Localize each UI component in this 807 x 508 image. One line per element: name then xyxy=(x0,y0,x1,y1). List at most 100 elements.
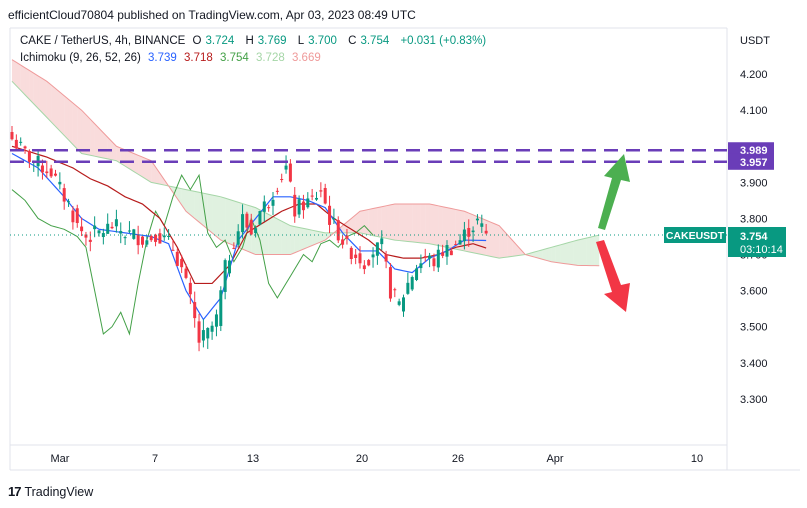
cloud-segment xyxy=(212,194,217,237)
cloud-segment xyxy=(264,212,269,255)
candle-body xyxy=(310,195,314,197)
last-price-label: CAKEUSDT 3.754 03:10:14 xyxy=(664,227,786,257)
candle-body xyxy=(223,260,227,292)
cloud-segment xyxy=(68,99,73,145)
candle-body xyxy=(328,205,332,225)
cloud-segment xyxy=(181,188,186,212)
candle-body xyxy=(288,163,292,182)
candle-body xyxy=(88,239,92,242)
cloud-segment xyxy=(81,110,86,155)
chikou-line xyxy=(11,173,374,336)
tenkan-value: 3.739 xyxy=(148,52,177,64)
symbol-legend[interactable]: CAKE / TetherUS, 4h, BINANCE O 3.724 H 3.7… xyxy=(20,35,490,47)
indicator-lines xyxy=(11,145,487,336)
cloud-segment xyxy=(207,194,213,233)
cloud-segment xyxy=(399,204,404,242)
cloud-segment xyxy=(438,205,443,247)
candle-body xyxy=(484,230,488,234)
cloud-segment xyxy=(560,243,565,264)
high-value: H 3.769 xyxy=(245,35,287,47)
candle-body xyxy=(271,199,275,206)
countdown-text: 03:10:14 xyxy=(740,244,783,256)
candle-body xyxy=(149,235,153,241)
candle-body xyxy=(423,256,427,258)
price-chart[interactable]: USDT 3.3003.4003.5003.6003.7003.8003.900… xyxy=(0,0,807,480)
footer-brand[interactable]: 17 TradingView xyxy=(8,484,93,499)
candle-body xyxy=(132,229,136,239)
y-axis-unit: USDT xyxy=(740,35,770,47)
cloud-segment xyxy=(564,242,569,265)
ichimoku-legend[interactable]: Ichimoku (9, 26, 52, 26) 3.739 3.718 3.7… xyxy=(20,52,325,64)
candle-body xyxy=(245,213,249,228)
candle-body xyxy=(214,314,218,327)
candle-body xyxy=(362,265,366,270)
kijun-value: 3.718 xyxy=(184,52,213,64)
cloud-segment xyxy=(133,153,139,175)
cloud-segment xyxy=(590,236,595,266)
candle-body xyxy=(40,165,44,173)
y-tick-label: 3.800 xyxy=(740,213,768,225)
cloud-segment xyxy=(286,223,291,255)
arrows[interactable] xyxy=(596,154,630,312)
candle-body xyxy=(80,226,84,232)
candle-body xyxy=(306,198,310,208)
candle-body xyxy=(393,289,397,291)
cloud-segment xyxy=(425,204,430,244)
candle-body xyxy=(297,199,301,215)
candle-body xyxy=(97,230,101,234)
cloud-segment xyxy=(125,149,130,169)
candle-body xyxy=(458,240,462,245)
cloud-segment xyxy=(29,70,34,104)
cloud-segment xyxy=(390,204,395,241)
candle-body xyxy=(467,227,471,237)
cloud-segment xyxy=(573,240,578,266)
cloud-segment xyxy=(312,230,317,246)
cloud-segment xyxy=(586,237,591,266)
cloud-segment xyxy=(107,137,113,160)
candle-body xyxy=(384,254,388,262)
cloud-segment xyxy=(177,187,182,205)
cloud-segment xyxy=(503,230,508,258)
price-tag xyxy=(728,227,786,257)
up-arrow-icon[interactable] xyxy=(598,154,630,230)
cloud-segment xyxy=(299,227,304,251)
candle-body xyxy=(23,146,27,149)
candle-body xyxy=(219,290,223,326)
candle-body xyxy=(319,190,323,192)
chikou-value: 3.754 xyxy=(219,52,249,64)
x-tick-label: 20 xyxy=(356,453,368,465)
symbol-tag-text: CAKEUSDT xyxy=(666,230,725,242)
cloud-segment xyxy=(416,204,421,243)
cloud-segment xyxy=(155,167,160,185)
cloud-segment xyxy=(46,81,52,122)
candle-body xyxy=(415,268,419,280)
x-tick-label: 7 xyxy=(152,453,158,465)
cloud-segment xyxy=(377,206,382,238)
cloud-segment xyxy=(116,146,121,164)
candle-body xyxy=(284,165,288,170)
candle-body xyxy=(158,233,162,244)
cloud-segment xyxy=(103,132,108,159)
candle-body xyxy=(236,231,240,245)
cloud-segment xyxy=(16,62,21,91)
cloud-segment xyxy=(51,84,56,127)
x-tick-label: 26 xyxy=(452,453,464,465)
cloud-segment xyxy=(373,207,378,237)
candle-body xyxy=(315,197,318,200)
down-arrow-icon[interactable] xyxy=(596,240,630,312)
candle-body xyxy=(19,141,23,143)
cloud-segment xyxy=(568,241,574,265)
cloud-segment xyxy=(547,247,552,262)
candle-body xyxy=(475,218,479,221)
cloud-segment xyxy=(294,226,300,253)
cloud-segment xyxy=(473,214,478,254)
cloud-segment xyxy=(447,207,452,249)
candle-body xyxy=(162,235,166,238)
candle-body xyxy=(45,171,49,174)
candle-body xyxy=(345,235,349,239)
cloud-segment xyxy=(146,158,152,183)
candle-body xyxy=(110,226,114,229)
cloud-segment xyxy=(534,250,539,259)
level-tag xyxy=(728,153,774,170)
